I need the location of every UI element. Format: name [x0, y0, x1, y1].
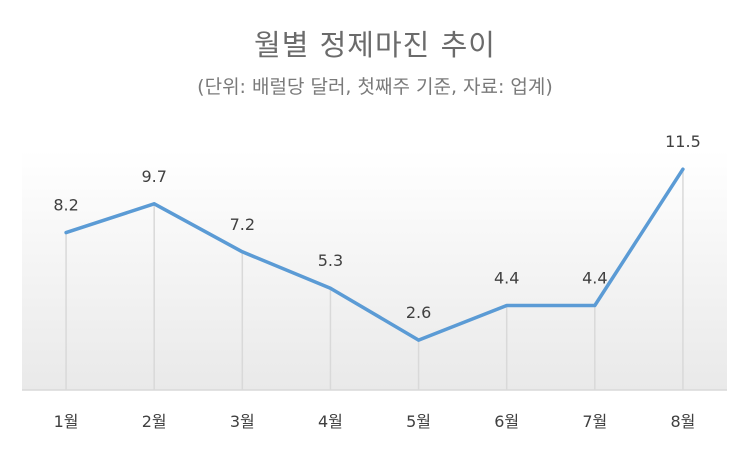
- x-tick-label: 2월: [142, 412, 167, 431]
- data-point: [505, 304, 509, 308]
- data-labels-group: 8.2 9.7 7.2 5.3 2.6 4.4 4.4 11.5: [53, 132, 700, 322]
- series-line: [64, 167, 685, 342]
- data-label: 8.2: [53, 196, 78, 215]
- data-label: 4.4: [582, 269, 607, 288]
- data-label: 7.2: [230, 215, 255, 234]
- x-tick-label: 7월: [582, 412, 607, 431]
- x-tick-label: 8월: [670, 412, 695, 431]
- chart-title: 월별 정제마진 추이: [254, 28, 496, 62]
- data-point: [64, 231, 68, 235]
- data-point: [152, 202, 156, 206]
- chart-subtitle: (단위: 배럴당 달러, 첫째주 기준, 자료: 업계): [197, 76, 553, 98]
- x-tick-label: 6월: [494, 412, 519, 431]
- x-tick-label: 4월: [318, 412, 343, 431]
- data-label: 11.5: [665, 132, 701, 151]
- x-tick-label: 3월: [230, 412, 255, 431]
- x-axis-tick-labels: 1월 2월 3월 4월 5월 6월 7월 8월: [54, 412, 696, 431]
- data-point: [593, 304, 597, 308]
- data-point: [417, 338, 421, 342]
- data-label: 4.4: [494, 269, 519, 288]
- data-label: 5.3: [318, 251, 343, 270]
- data-point: [328, 286, 332, 290]
- data-label: 9.7: [141, 167, 166, 186]
- x-tick-label: 1월: [54, 412, 79, 431]
- drop-lines-group: [65, 169, 684, 390]
- data-point: [681, 167, 685, 171]
- series-group: [64, 167, 685, 342]
- data-point: [240, 250, 244, 254]
- plot-area: [22, 150, 727, 390]
- x-tick-label: 5월: [406, 412, 431, 431]
- data-label: 2.6: [406, 303, 431, 322]
